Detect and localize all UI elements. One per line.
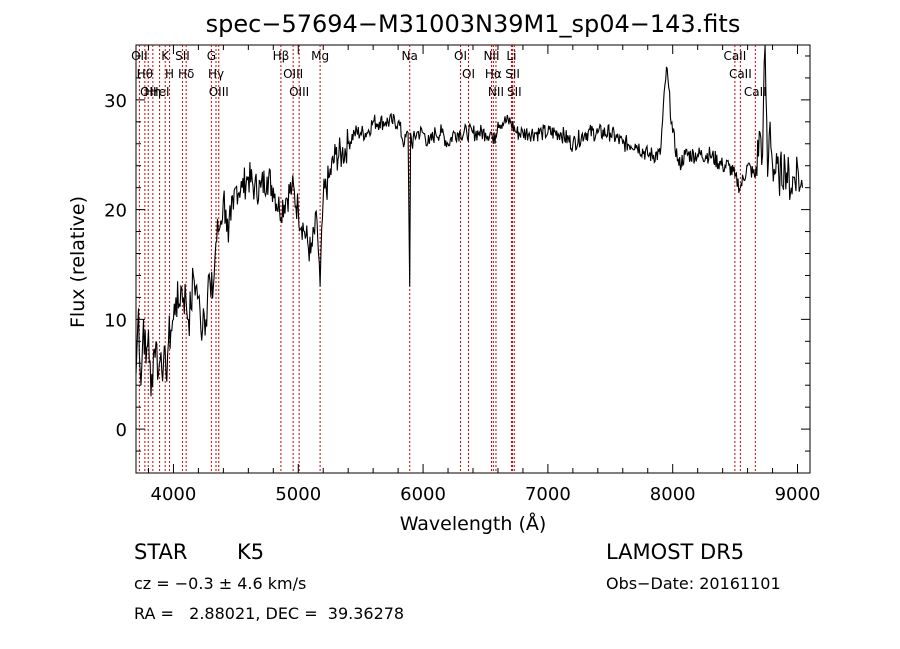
x-axis: 4000 5000 6000 7000 8000 9000 [147,45,821,505]
spectral-line-label: SII [507,85,522,99]
spectral-line-label: OI [454,49,467,63]
spectral-line-label: Hβ [273,49,290,63]
x-tick-label: 5000 [275,484,321,505]
spectral-line-label: Na [402,49,418,63]
spectral-line-label: CaII [729,67,752,81]
spectral-line-label: HeI [150,85,170,99]
y-tick-label: 30 [104,91,127,112]
x-tick-label: 8000 [650,484,696,505]
observation-date: Obs−Date: 20161101 [606,574,781,593]
y-axis: 0 10 20 30 [104,55,810,452]
spectral-line-label: OI [462,67,475,81]
spectral-line-label: NII [488,85,504,99]
coordinates: RA = 2.88021, DEC = 39.36278 [134,604,405,623]
spectral-line-markers [138,45,756,473]
spectral-line-label: SII [175,49,190,63]
spectral-line-label: Mg [311,49,329,63]
y-tick-label: 0 [116,420,127,441]
y-tick-label: 20 [104,201,127,222]
spectral-line-label: Hθ [137,67,153,81]
plot-frame [135,44,811,474]
y-tick-label: 10 [104,310,127,331]
spectral-line-label: OIII [283,67,303,81]
spectral-line-label: Hα [485,67,502,81]
x-tick-label: 4000 [151,484,197,505]
x-tick-label: 6000 [400,484,446,505]
spectrum-line [135,44,804,397]
spectral-line-label: OIII [289,85,309,99]
x-tick-label: 9000 [775,484,821,505]
redshift-velocity: cz = −0.3 ± 4.6 km/s [134,574,307,593]
spectral-line-label: CaII [744,85,767,99]
spectral-line-label: Hη [145,85,162,99]
object-class: STAR [134,540,188,564]
x-tick-label: 7000 [525,484,571,505]
spectral-line-label: G [207,49,216,63]
spectral-line-label: SII [505,67,520,81]
x-axis-label: Wavelength (Å) [400,512,547,535]
spectral-line-label: CaII [723,49,746,63]
spectral-line-label: Hδ [178,67,194,81]
chart-title: spec−57694−M31003N39M1_sp04−143.fits [206,10,741,38]
survey-name: LAMOST DR5 [606,540,745,564]
spectral-line-label: Hγ [208,67,224,81]
spectral-line-label: Li [506,49,516,63]
object-subclass: K5 [237,540,265,564]
spectral-line-label: OII [140,85,157,99]
spectral-line-label: NII [483,49,499,63]
spectral-line-label: K [161,49,170,63]
spectral-line-label: OIII [209,85,229,99]
y-axis-label: Flux (relative) [67,196,89,328]
spectral-line-label: H [165,67,174,81]
